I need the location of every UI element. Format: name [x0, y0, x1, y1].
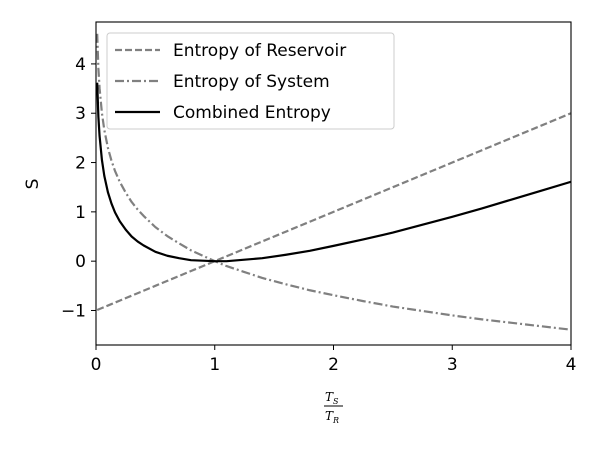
series-line-combined-entropy [96, 82, 571, 263]
plot-area [96, 33, 571, 331]
legend: Entropy of Reservoir Entropy of System Com… [106, 32, 395, 130]
legend-box [106, 32, 395, 130]
legend-item-entropy-of-reservoir: Entropy of Reservoir [115, 41, 346, 61]
x-tick-label: 2 [328, 355, 339, 375]
legend-label: Combined Entropy [173, 103, 331, 123]
legend-label: Entropy of System [173, 72, 330, 92]
legend-item-combined-entropy: Combined Entropy [115, 103, 331, 123]
legend-label: Entropy of Reservoir [173, 41, 346, 61]
x-tick-label: 3 [447, 355, 458, 375]
series-line-entropy-of-system [96, 33, 571, 331]
y-tick-label: −1 [61, 301, 86, 321]
x-axis-label-denominator: T [325, 409, 334, 423]
y-tick-label: 4 [75, 55, 86, 75]
y-axis-label: S [23, 179, 43, 190]
x-axis-label-denominator-subscript: R [332, 416, 339, 425]
series-lines [96, 33, 571, 331]
x-axis-label-numerator-subscript: S [333, 397, 339, 406]
ticks: 0 1 2 3 4 −1 0 1 2 3 4 [61, 55, 576, 375]
legend-item-entropy-of-system: Entropy of System [115, 72, 330, 92]
y-tick-label: 3 [75, 104, 86, 124]
x-axis-label: T S T R [324, 390, 343, 425]
x-axis-label-numerator: T [325, 390, 334, 404]
x-tick-label: 1 [209, 355, 220, 375]
x-tick-label: 4 [566, 355, 577, 375]
series-line-entropy-of-reservoir [96, 112, 571, 312]
y-tick-label: 1 [75, 203, 86, 223]
y-tick-label: 0 [75, 252, 86, 272]
x-tick-label: 0 [91, 355, 102, 375]
y-tick-label: 2 [75, 154, 86, 174]
